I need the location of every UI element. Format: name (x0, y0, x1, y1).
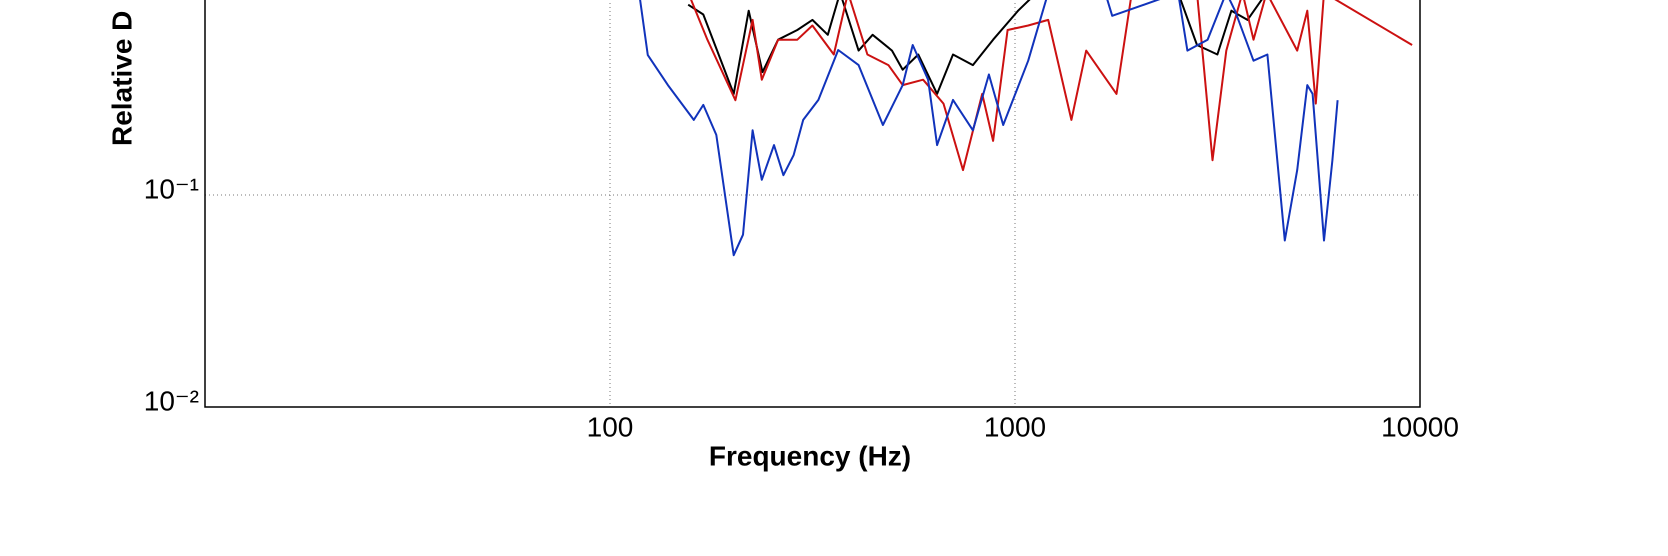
x-tick-label: 1000 (984, 411, 1046, 442)
series-line (639, 0, 1339, 257)
series-line (690, 0, 1413, 172)
series-line (687, 0, 1263, 95)
y-tick-label: 10⁻² (144, 385, 199, 416)
plot-area (639, 0, 1413, 257)
axes-frame (204, 0, 1421, 408)
y-tick-label: 10⁻¹ (144, 173, 199, 204)
x-tick-label: 100 (587, 411, 634, 442)
grid (205, 0, 1421, 408)
x-axis-label: Frequency (Hz) (709, 440, 911, 471)
x-tick-label: 10000 (1381, 411, 1459, 442)
y-axis-label: Relative D (106, 11, 137, 146)
